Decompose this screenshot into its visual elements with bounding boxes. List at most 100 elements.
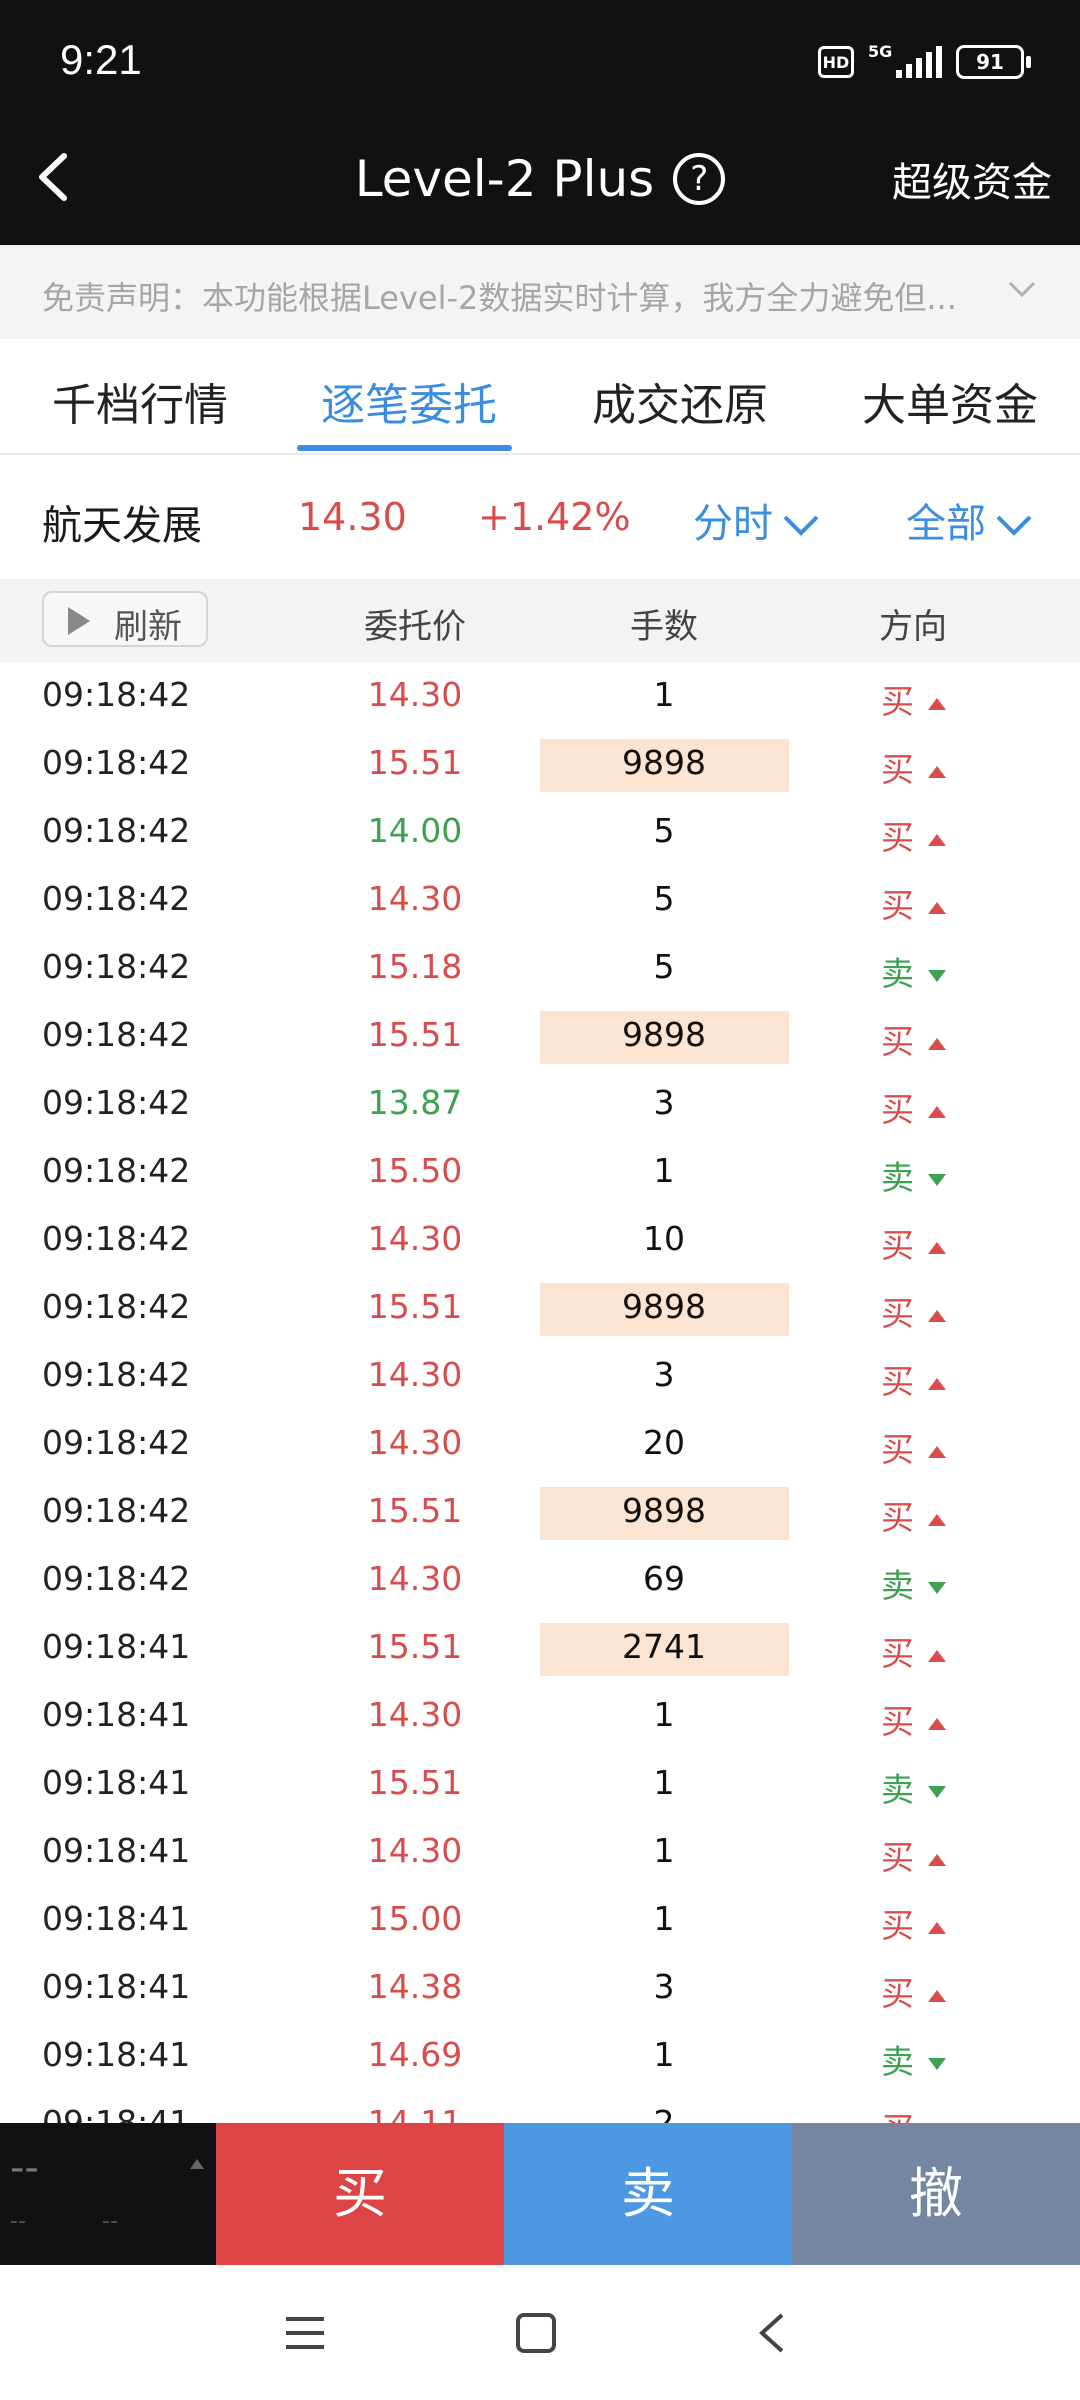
order-price: 15.18 [367, 947, 463, 986]
table-row[interactable]: 09:18:42 15.51 9898 买 [0, 1479, 1080, 1547]
order-price: 14.38 [367, 1967, 463, 2006]
order-direction: 买 [881, 1491, 946, 1539]
active-tab-indicator [297, 445, 512, 451]
status-bar: 9:21 HD 5G 91 [0, 0, 1080, 120]
order-time: 09:18:42 [42, 1083, 191, 1122]
order-time: 09:18:42 [42, 1151, 191, 1190]
table-row[interactable]: 09:18:41 14.11 2 买 [0, 2091, 1080, 2123]
table-row[interactable]: 09:18:41 15.51 1 卖 [0, 1751, 1080, 1819]
order-direction: 买 [881, 1083, 946, 1131]
tab-large-order-funds[interactable]: 大单资金 [862, 380, 1038, 431]
order-time: 09:18:42 [42, 1423, 191, 1462]
order-direction: 买 [881, 2103, 946, 2123]
table-row[interactable]: 09:18:42 14.30 5 买 [0, 867, 1080, 935]
stock-info-row: 航天发展 14.30 +1.42% 分时 全部 [0, 455, 1080, 579]
order-time: 09:18:42 [42, 675, 191, 714]
table-row[interactable]: 09:18:42 14.30 3 买 [0, 1343, 1080, 1411]
triangle-up-icon [928, 1037, 946, 1050]
order-list[interactable]: 09:18:42 14.30 1 买 09:18:42 15.51 9898 买 09:18:4… [0, 663, 1080, 2123]
table-row[interactable]: 09:18:42 15.50 1 卖 [0, 1139, 1080, 1207]
table-row[interactable]: 09:18:42 15.18 5 卖 [0, 935, 1080, 1003]
triangle-up-icon [928, 1445, 946, 1458]
table-row[interactable]: 09:18:42 15.51 9898 买 [0, 1003, 1080, 1071]
large-order-highlight [540, 1487, 789, 1540]
table-row[interactable]: 09:18:41 14.69 1 卖 [0, 2023, 1080, 2091]
order-direction: 买 [881, 1899, 946, 1947]
order-volume: 9898 [622, 1287, 706, 1326]
table-row[interactable]: 09:18:42 14.00 5 买 [0, 799, 1080, 867]
triangle-down-icon [928, 969, 946, 982]
order-direction: 买 [881, 1219, 946, 1267]
order-price: 14.30 [367, 1423, 463, 1462]
order-time: 09:18:42 [42, 1355, 191, 1394]
table-row[interactable]: 09:18:42 14.30 20 买 [0, 1411, 1080, 1479]
column-header-price: 委托价 [364, 607, 466, 647]
question-circle-icon[interactable]: ? [673, 153, 726, 205]
order-price: 15.51 [367, 1287, 463, 1326]
triangle-up-icon [190, 2159, 204, 2169]
triangle-up-icon [928, 1377, 946, 1390]
table-row[interactable]: 09:18:41 14.30 1 买 [0, 1683, 1080, 1751]
order-time: 09:18:42 [42, 1015, 191, 1054]
nav-back-icon[interactable] [752, 2311, 792, 2355]
table-row[interactable]: 09:18:42 14.30 1 买 [0, 663, 1080, 731]
order-price: 14.00 [367, 811, 463, 850]
tab-order-book[interactable]: 千档行情 [52, 380, 228, 431]
cancel-order-button[interactable]: 撤 [792, 2123, 1080, 2265]
order-price: 14.30 [367, 675, 463, 714]
disclaimer-banner[interactable]: 免责声明：本功能根据Level-2数据实时计算，我方全力避免但... [0, 245, 1080, 339]
order-time: 09:18:41 [42, 1967, 191, 2006]
filter-dropdown[interactable]: 全部 [906, 491, 1034, 549]
table-row[interactable]: 09:18:42 14.30 69 卖 [0, 1547, 1080, 1615]
table-row[interactable]: 09:18:41 14.30 1 买 [0, 1819, 1080, 1887]
signal-icon: 5G [868, 42, 942, 78]
order-volume: 9898 [622, 1015, 706, 1054]
order-time: 09:18:42 [42, 947, 191, 986]
order-volume: 2 [653, 2103, 675, 2123]
trade-bar: -- -- -- 买 卖 撤 [0, 2123, 1080, 2265]
period-dropdown[interactable]: 分时 [693, 491, 821, 549]
order-direction: 买 [881, 879, 946, 927]
triangle-down-icon [928, 1173, 946, 1186]
order-volume: 5 [653, 947, 675, 986]
order-price: 14.11 [367, 2103, 463, 2123]
super-funds-link[interactable]: 超级资金 [892, 160, 1052, 206]
chevron-down-icon [1008, 281, 1036, 298]
table-row[interactable]: 09:18:41 15.00 1 买 [0, 1887, 1080, 1955]
back-button[interactable] [22, 142, 92, 212]
order-volume: 1 [653, 675, 675, 714]
tab-order-by-order[interactable]: 逐笔委托 [321, 380, 497, 431]
refresh-button[interactable]: 刷新 [42, 591, 208, 647]
order-direction: 买 [881, 1831, 946, 1879]
order-direction: 买 [881, 675, 946, 723]
order-direction: 买 [881, 1355, 946, 1403]
table-row[interactable]: 09:18:42 14.30 10 买 [0, 1207, 1080, 1275]
menu-icon[interactable] [282, 2311, 328, 2355]
tab-trade-replay[interactable]: 成交还原 [592, 380, 768, 431]
home-square-icon[interactable] [514, 2311, 558, 2355]
order-time: 09:18:41 [42, 1627, 191, 1666]
table-row[interactable]: 09:18:42 15.51 9898 买 [0, 731, 1080, 799]
order-direction: 卖 [881, 1559, 946, 1607]
order-price: 15.51 [367, 743, 463, 782]
table-header: 刷新 委托价 手数 方向 [0, 579, 1080, 662]
order-volume: 1 [653, 2035, 675, 2074]
order-volume: 5 [653, 811, 675, 850]
triangle-up-icon [928, 765, 946, 778]
order-volume: 1 [653, 1695, 675, 1734]
chevron-down-icon [783, 515, 819, 536]
table-row[interactable]: 09:18:42 13.87 3 买 [0, 1071, 1080, 1139]
stock-price: 14.30 [298, 495, 407, 539]
sell-button[interactable]: 卖 [504, 2123, 792, 2265]
table-row[interactable]: 09:18:41 15.51 2741 买 [0, 1615, 1080, 1683]
table-row[interactable]: 09:18:41 14.38 3 买 [0, 1955, 1080, 2023]
buy-button[interactable]: 买 [216, 2123, 504, 2265]
triangle-up-icon [928, 1241, 946, 1254]
system-navigation-bar [0, 2265, 1080, 2400]
order-volume: 10 [643, 1219, 685, 1258]
order-direction: 卖 [881, 2035, 946, 2083]
order-direction: 卖 [881, 947, 946, 995]
table-row[interactable]: 09:18:42 15.51 9898 买 [0, 1275, 1080, 1343]
order-price: 14.30 [367, 1355, 463, 1394]
quote-placeholder[interactable]: -- -- -- [0, 2123, 216, 2265]
